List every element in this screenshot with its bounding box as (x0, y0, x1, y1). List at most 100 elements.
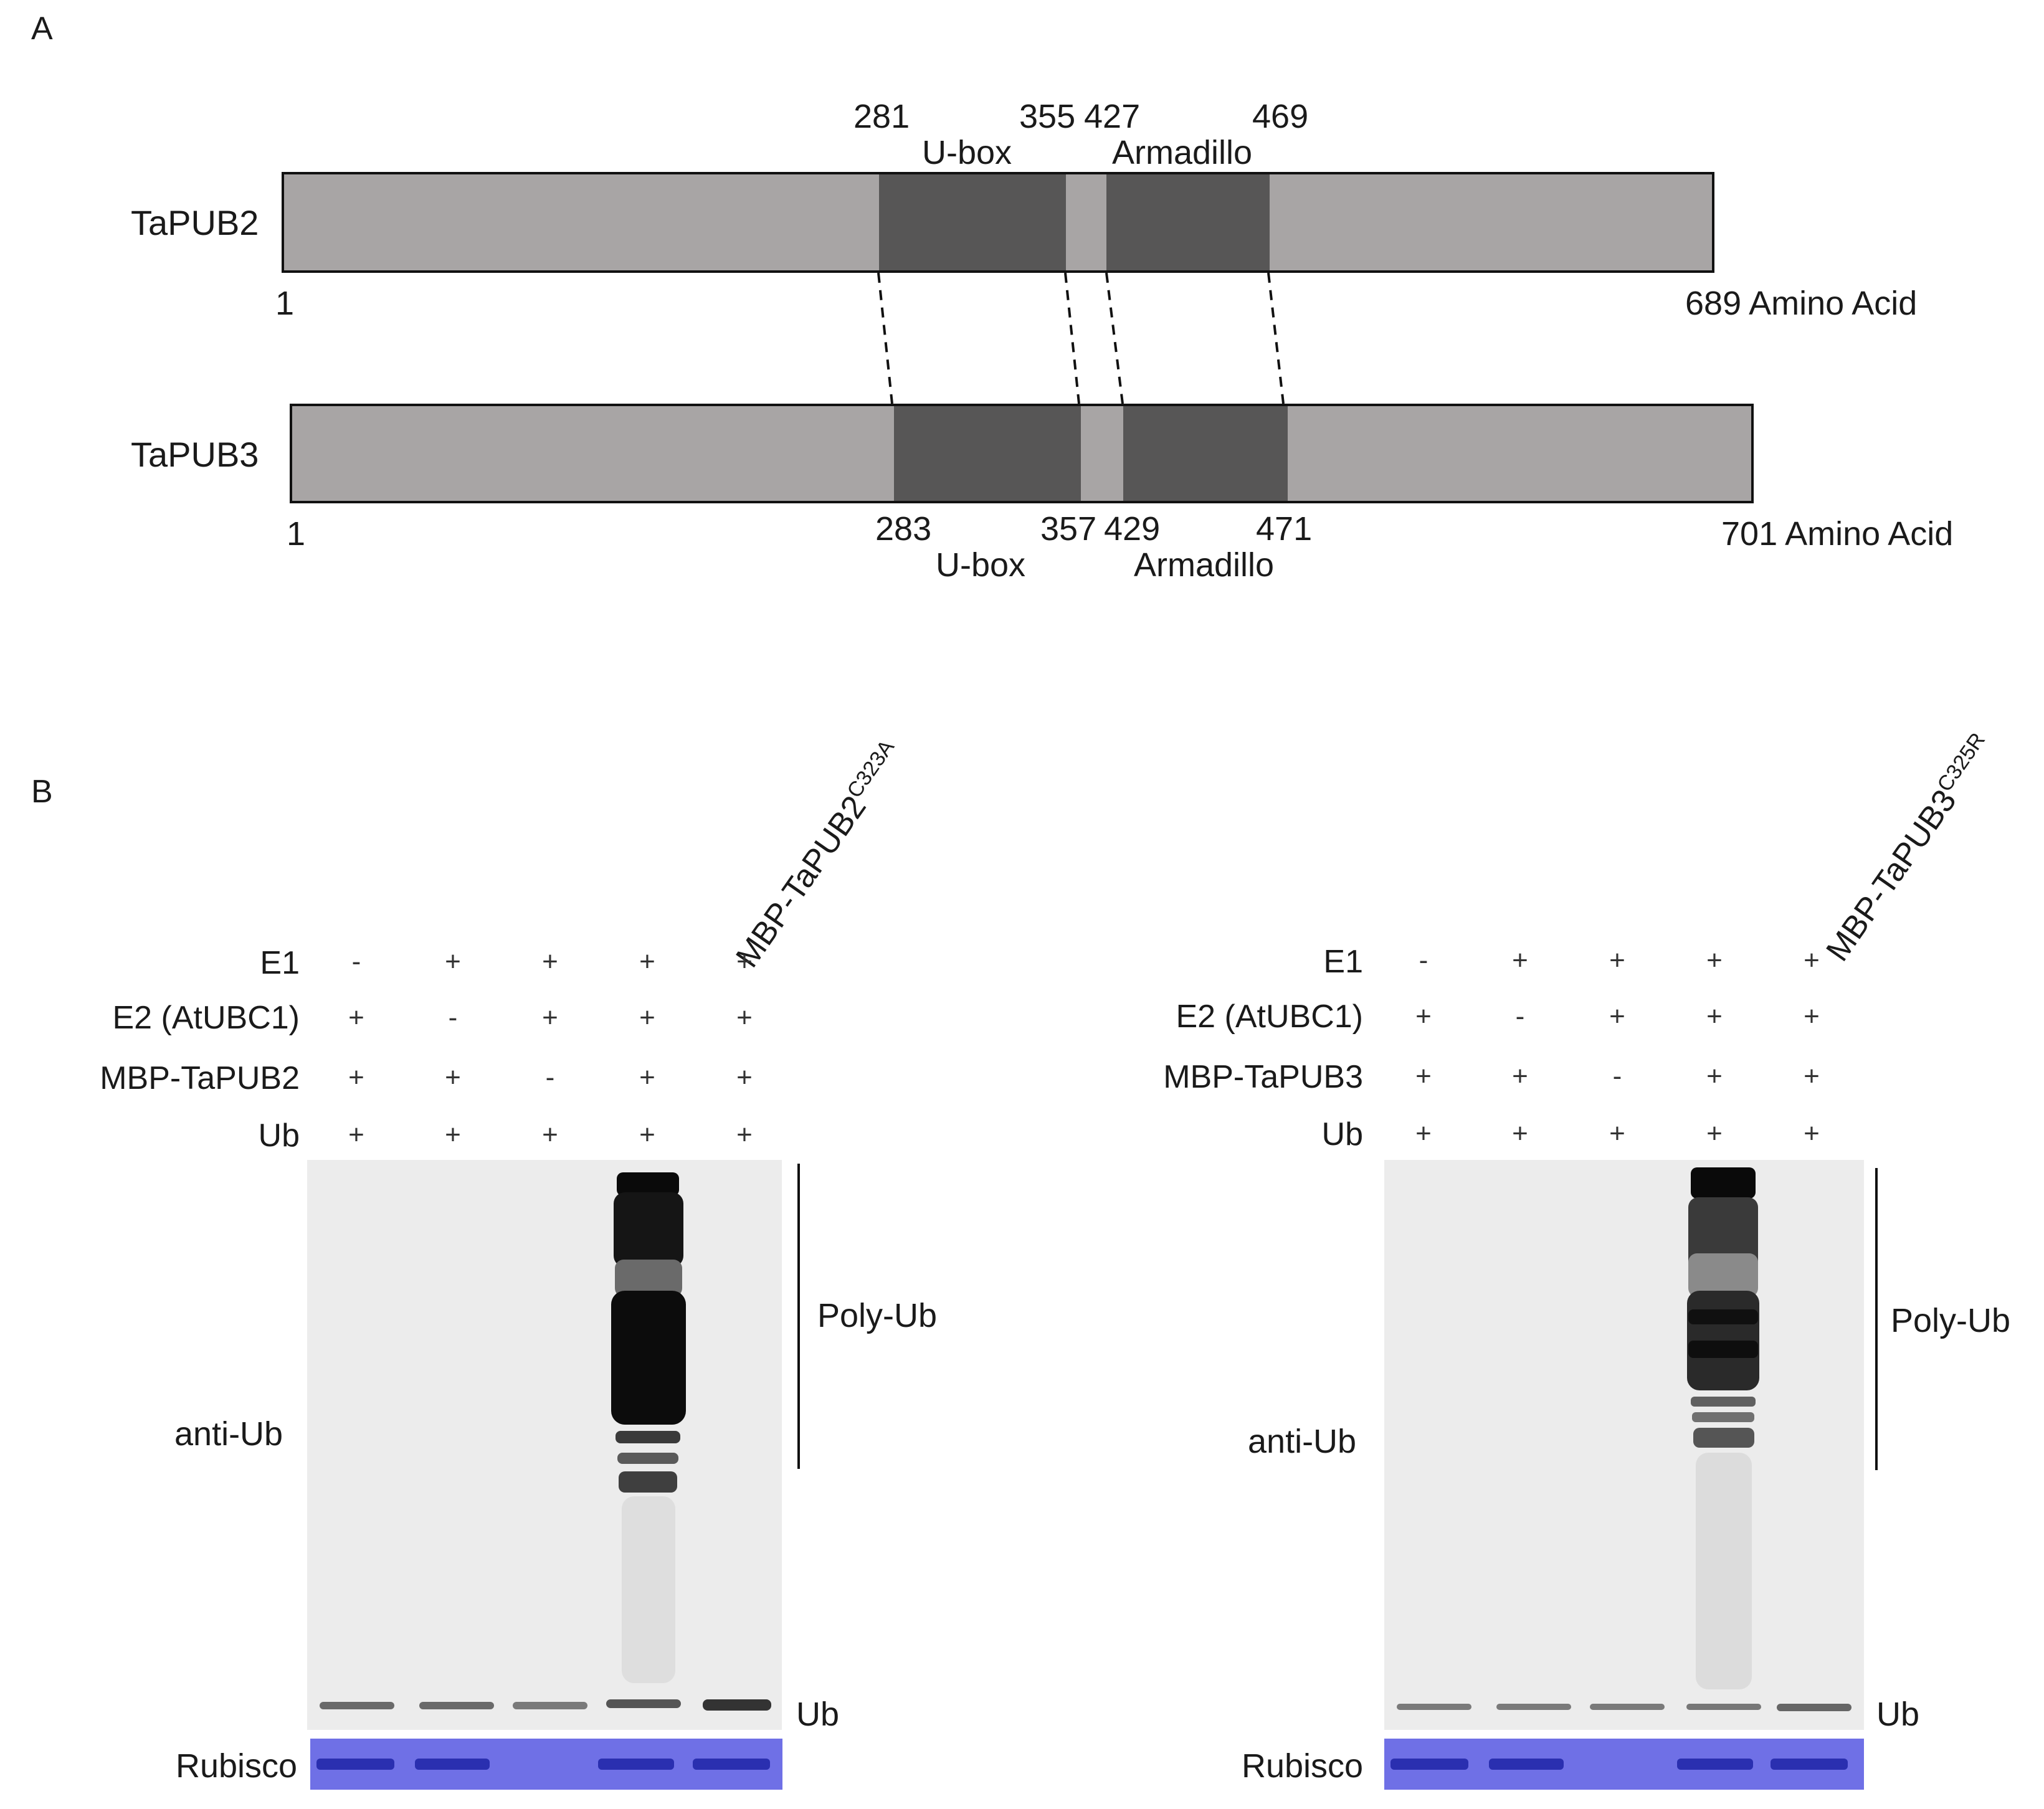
rubisco-band-lane1 (1390, 1759, 1468, 1770)
antibody-label: anti-Ub (1248, 1423, 1357, 1460)
sign-cell: - (545, 1062, 555, 1093)
protein-bar-tapub3 (290, 404, 1754, 503)
dashed-line-arm-end (1267, 272, 1285, 404)
anti-ub-blot-image (1384, 1160, 1864, 1730)
sign-cell: + (542, 1002, 558, 1033)
polyub-bracket-line (797, 1164, 800, 1469)
sign-cell: + (1706, 945, 1723, 976)
length-label-tapub2: 689 Amino Acid (1685, 285, 1918, 322)
sign-cell: + (348, 1062, 364, 1093)
sign-cell: + (1804, 945, 1820, 976)
armadillo-domain-tapub3 (1123, 406, 1288, 501)
sign-cell: + (639, 1002, 655, 1033)
ubox-domain-tapub2 (879, 174, 1066, 270)
sign-cell: - (351, 946, 361, 977)
ubox-label-tapub3: U-box (936, 546, 1026, 584)
rubisco-band-lane1 (316, 1759, 394, 1770)
rubisco-band-lane5 (1771, 1759, 1848, 1770)
sign-cell: - (1419, 945, 1428, 976)
sign-cell: + (1512, 945, 1528, 976)
ub-band-lane1 (320, 1702, 394, 1709)
sign-cell: + (445, 1119, 461, 1150)
sign-cell: - (448, 1002, 458, 1033)
sign-cell: + (639, 1119, 655, 1150)
free-ub-label: Ub (796, 1696, 840, 1733)
rubisco-band-lane5 (693, 1759, 770, 1770)
polyub-label: Poly-Ub (1891, 1302, 2011, 1339)
sign-cell: - (1612, 1061, 1622, 1091)
sign-cell: + (1415, 1001, 1432, 1032)
sign-cell: + (542, 1119, 558, 1150)
position-283: 283 (875, 510, 932, 548)
length-label-tapub3: 701 Amino Acid (1721, 515, 1954, 553)
sign-cell: + (1609, 945, 1625, 976)
armadillo-label-tapub3: Armadillo (1134, 546, 1275, 584)
row-label-e2: E2 (AtUBC1) (1176, 999, 1363, 1035)
row-label-e1: E1 (260, 945, 300, 981)
rubisco-band-lane2 (415, 1759, 490, 1770)
rubisco-label: Rubisco (176, 1747, 298, 1785)
dashed-line-arm-start (1105, 272, 1124, 404)
sign-cell: + (348, 1119, 364, 1150)
ub-band-lane4 (606, 1699, 681, 1708)
protein-bar-tapub2 (282, 172, 1714, 273)
row-label-e2: E2 (AtUBC1) (112, 1000, 300, 1036)
free-ub-label: Ub (1876, 1696, 1920, 1733)
row-label-ub: Ub (258, 1118, 300, 1154)
ub-band-lane3 (513, 1702, 587, 1709)
anti-ub-blot-image (307, 1160, 782, 1730)
blot-bands (1397, 1167, 1851, 1711)
sign-cell: + (1609, 1118, 1625, 1149)
sign-cell: + (1706, 1001, 1723, 1032)
sign-cell: + (542, 946, 558, 977)
sign-cell: + (736, 1062, 753, 1093)
start-position-tapub3: 1 (287, 515, 306, 553)
sign-cell: + (1415, 1061, 1432, 1091)
sign-cell: - (1515, 1001, 1525, 1032)
rubisco-bands (316, 1759, 770, 1770)
start-position-tapub2: 1 (275, 285, 295, 322)
protein-name-tapub2: TaPUB2 (131, 203, 259, 242)
ubox-label-tapub2: U-box (922, 134, 1012, 171)
row-label-e1: E1 (1323, 944, 1363, 980)
rubisco-loading-control (1384, 1739, 1864, 1790)
ub-band-lane5 (703, 1699, 771, 1711)
sign-cell: + (736, 946, 753, 977)
sign-cell: + (1706, 1118, 1723, 1149)
sign-cell: + (1609, 1001, 1625, 1032)
sign-cell: + (639, 946, 655, 977)
rubisco-bands (1390, 1759, 1848, 1770)
position-281: 281 (853, 98, 910, 135)
rubisco-band-lane4 (1677, 1759, 1753, 1770)
sign-cell: + (736, 1002, 753, 1033)
position-469: 469 (1252, 98, 1309, 135)
rubisco-label: Rubisco (1242, 1747, 1364, 1785)
antibody-label: anti-Ub (174, 1415, 283, 1453)
sign-cell: + (1512, 1061, 1528, 1091)
polyub-bracket-line (1875, 1168, 1878, 1470)
dashed-line-ubox-start (877, 272, 893, 404)
dashed-line-ubox-end (1064, 272, 1080, 404)
sign-cell: + (445, 1062, 461, 1093)
armadillo-label-tapub2: Armadillo (1112, 134, 1253, 171)
sign-cell: + (445, 946, 461, 977)
rubisco-loading-control (310, 1739, 782, 1790)
blot-bands (320, 1172, 771, 1711)
position-427: 427 (1084, 98, 1141, 135)
ub-band-lane2 (419, 1702, 494, 1709)
row-label-ub: Ub (1321, 1116, 1363, 1152)
row-label-mbp-tapub3: MBP-TaPUB3 (1163, 1059, 1363, 1095)
polyub-smear-lane4 (1687, 1167, 1759, 1689)
panel-b-label: B (31, 774, 53, 810)
ub-band-lane5 (1777, 1704, 1851, 1711)
rubisco-band-lane2 (1489, 1759, 1564, 1770)
sign-cell: + (736, 1119, 753, 1150)
sign-cell: + (1804, 1118, 1820, 1149)
position-429: 429 (1104, 510, 1161, 548)
armadillo-domain-tapub2 (1106, 174, 1270, 270)
ub-band-lane2 (1496, 1704, 1571, 1710)
sign-cell: + (348, 1002, 364, 1033)
sign-cell: + (1804, 1061, 1820, 1091)
ub-band-lane4 (1686, 1704, 1761, 1710)
